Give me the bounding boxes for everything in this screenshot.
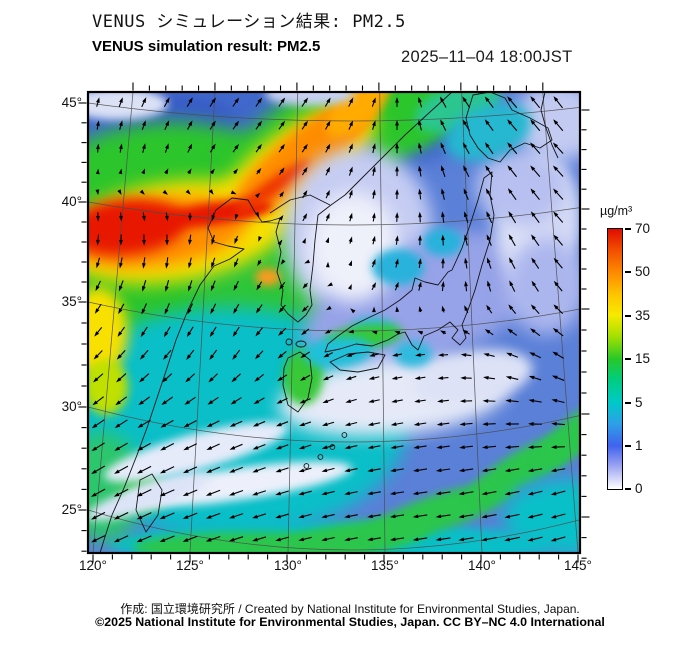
lon-label-125: 125° xyxy=(176,558,204,573)
attribution-line: 作成: 国立環境研究所 / Created by National Instit… xyxy=(120,602,580,616)
tick-mark xyxy=(625,445,631,447)
colorbar-unit-label: µg/m³ xyxy=(600,204,633,218)
tick-mark xyxy=(625,358,631,360)
copyright-license-line: ©2025 National Institute for Environment… xyxy=(95,615,605,629)
lon-label-145: 145° xyxy=(564,558,592,573)
lat-label-45: 45° xyxy=(61,95,82,110)
simulation-datetime: 2025–11–04 18:00JST xyxy=(401,48,573,66)
page-title-english: VENUS simulation result: PM2.5 xyxy=(92,38,321,55)
pm25-concentration-field xyxy=(88,92,580,553)
lat-label-40: 40° xyxy=(61,194,82,209)
lat-label-35: 35° xyxy=(61,294,82,309)
lon-label-140: 140° xyxy=(468,558,496,573)
lon-label-120: 120° xyxy=(79,558,107,573)
lat-label-30: 30° xyxy=(61,399,82,414)
colorbar xyxy=(607,228,623,490)
lon-label-135: 135° xyxy=(371,558,399,573)
tick-mark xyxy=(625,315,631,317)
tick-mark xyxy=(625,488,631,490)
lon-label-130: 130° xyxy=(274,558,302,573)
lat-label-25: 25° xyxy=(61,502,82,517)
tick-mark xyxy=(625,271,631,273)
tick-mark xyxy=(625,402,631,404)
page-title-japanese: VENUS シミュレーション結果: PM2.5 xyxy=(92,12,406,32)
tick-mark xyxy=(625,228,631,230)
